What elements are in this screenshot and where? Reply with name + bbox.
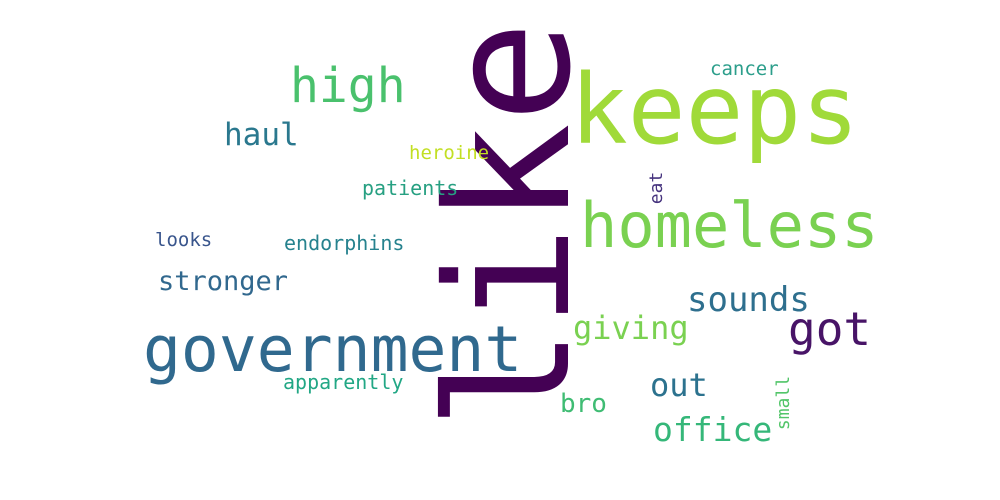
word-high: high xyxy=(290,58,406,114)
word-giving: giving xyxy=(573,309,689,347)
word-heroine: heroine xyxy=(409,142,490,164)
word-bro: bro xyxy=(560,389,607,419)
word-haul: haul xyxy=(224,117,299,153)
word-office: office xyxy=(653,410,773,449)
word-eat: eat xyxy=(646,171,667,205)
word-cancer: cancer xyxy=(710,58,779,80)
word-government: government xyxy=(143,313,523,386)
word-small: small xyxy=(773,375,794,431)
word-endorphins: endorphins xyxy=(284,231,405,255)
word-homeless: homeless xyxy=(580,189,879,262)
word-got: got xyxy=(788,302,872,356)
word-out: out xyxy=(650,366,708,404)
word-sounds: sounds xyxy=(687,280,810,320)
word-patients: patients xyxy=(362,176,459,200)
word-looks: looks xyxy=(155,229,213,251)
word-keeps: keeps xyxy=(570,54,859,166)
word-apparently: apparently xyxy=(283,370,404,394)
word-stronger: stronger xyxy=(158,266,289,297)
